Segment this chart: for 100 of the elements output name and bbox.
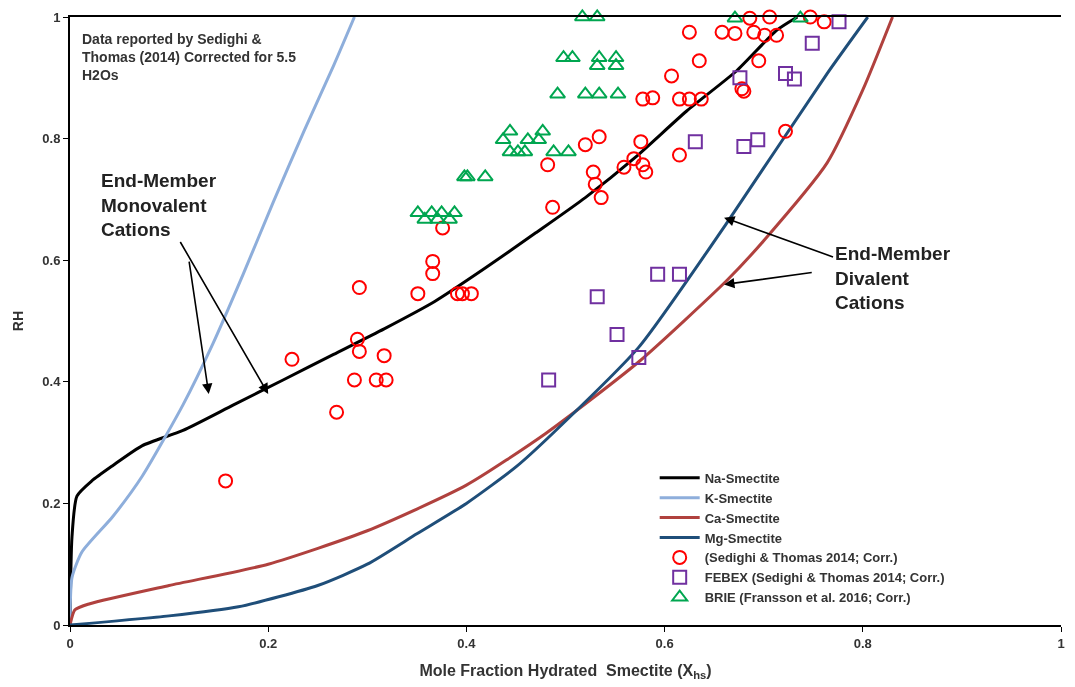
- point: [726, 10, 744, 23]
- point: [681, 24, 697, 40]
- point: [425, 266, 441, 282]
- x-tick-label: 0.8: [853, 635, 872, 651]
- annotation: Data reported by Sedighi & Thomas (2014) Corrected for 5.5 H2Os: [82, 31, 297, 84]
- point: [727, 25, 743, 41]
- x-axis-title: Mole Fraction Hydrated Smectite (X$_{hs}$): [419, 661, 712, 682]
- point: [454, 286, 470, 302]
- point: [591, 129, 607, 145]
- y-axis-title: RH: [10, 310, 27, 332]
- point: [593, 190, 609, 206]
- y-tick-label: 0.6: [42, 252, 61, 268]
- point: [609, 86, 627, 99]
- point: [545, 199, 561, 215]
- point: [671, 266, 687, 282]
- point: [573, 9, 591, 22]
- point: [638, 164, 654, 180]
- legend-label: FEBEX (Sedighi & Thomas 2014; Corr.): [704, 570, 945, 586]
- point: [671, 147, 687, 163]
- point: [590, 86, 608, 99]
- y-tick-label: 0: [53, 617, 61, 633]
- point: [516, 144, 534, 157]
- point: [616, 159, 632, 175]
- point: [769, 27, 785, 43]
- point: [410, 286, 426, 302]
- point: [750, 132, 766, 148]
- point: [650, 266, 666, 282]
- x-tick-label: 0.4: [457, 635, 477, 651]
- point: [449, 286, 465, 302]
- annotation: End-Member Monovalent Cations: [101, 170, 217, 241]
- point: [376, 348, 392, 364]
- point: [757, 27, 773, 43]
- point: [631, 349, 647, 365]
- point: [494, 132, 512, 145]
- point: [762, 9, 778, 25]
- point: [577, 137, 593, 153]
- point: [681, 91, 697, 107]
- x-tick-label: 0.6: [655, 635, 674, 651]
- point: [346, 372, 362, 388]
- point: [435, 220, 451, 236]
- legend-label: Mg-Smectite: [704, 530, 782, 546]
- point: [585, 164, 601, 180]
- legend-label: K-Smectite: [704, 490, 773, 506]
- y-tick-label: 0.2: [42, 495, 61, 511]
- point: [540, 157, 556, 173]
- point: [351, 343, 367, 359]
- point: [476, 169, 494, 182]
- x-tick-label: 1: [1057, 635, 1065, 651]
- y-tick-label: 0.8: [42, 131, 61, 147]
- point: [714, 24, 730, 40]
- point: [671, 91, 687, 107]
- point: [633, 134, 649, 150]
- point: [425, 253, 441, 269]
- point: [549, 86, 567, 99]
- point: [218, 473, 234, 489]
- point: [778, 123, 793, 139]
- point: [589, 289, 605, 305]
- legend-label: Na-Smectite: [704, 470, 780, 486]
- point: [284, 351, 300, 367]
- y-tick-label: 0.4: [42, 374, 62, 390]
- point: [349, 331, 365, 347]
- point: [635, 157, 651, 173]
- point: [576, 86, 594, 99]
- point: [501, 144, 519, 157]
- point: [429, 211, 447, 224]
- point: [559, 144, 577, 157]
- point: [664, 68, 680, 84]
- point: [519, 132, 537, 145]
- point: [732, 70, 748, 86]
- legend-label: BRIE (Fransson et al. 2016; Corr.): [704, 590, 911, 606]
- point: [534, 123, 552, 136]
- point: [693, 91, 709, 107]
- legend-label: Ca-Smectite: [704, 510, 780, 526]
- point: [416, 211, 434, 224]
- point: [691, 53, 707, 69]
- point: [588, 9, 606, 22]
- x-tick-label: 0.2: [259, 635, 278, 651]
- point: [409, 205, 427, 218]
- point: [351, 280, 367, 296]
- point: [791, 10, 809, 23]
- point: [530, 132, 548, 145]
- point: [609, 326, 625, 342]
- point: [501, 123, 519, 136]
- point: [441, 211, 459, 224]
- point: [786, 71, 802, 87]
- point: [804, 35, 820, 51]
- point: [463, 286, 479, 302]
- point: [635, 91, 651, 107]
- point: [626, 151, 642, 167]
- point: [446, 205, 464, 218]
- point: [736, 139, 752, 154]
- point: [831, 14, 847, 30]
- point: [587, 176, 603, 192]
- point: [368, 372, 384, 388]
- point: [541, 372, 557, 388]
- point: [746, 24, 762, 40]
- point: [645, 90, 661, 106]
- point: [378, 372, 394, 388]
- point: [687, 134, 703, 150]
- point: [509, 144, 527, 157]
